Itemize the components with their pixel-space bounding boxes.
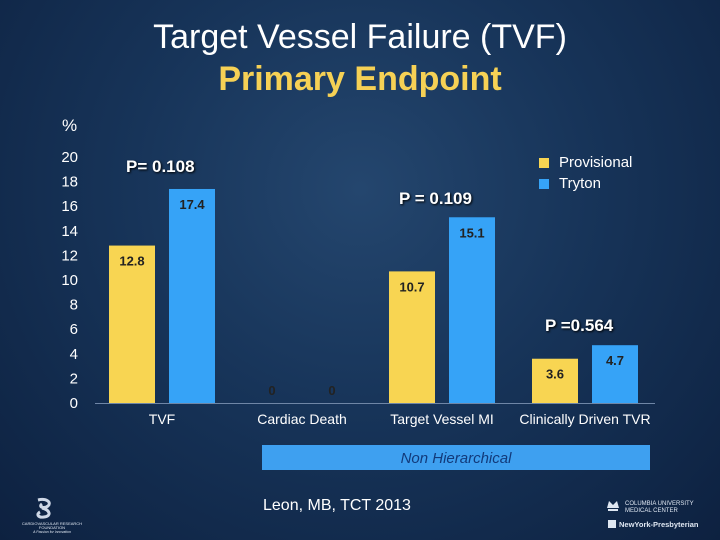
data-label: 0 (268, 383, 275, 398)
data-label: 15.1 (459, 225, 484, 240)
nyp-logo-text: NewYork-Presbyterian (619, 520, 699, 529)
y-tick-label: 2 (70, 370, 78, 387)
y-tick-label: 12 (61, 247, 78, 264)
p-value-tvf: P= 0.108 (126, 157, 195, 176)
legend-label-provisional: Provisional (559, 154, 633, 171)
data-label: 10.7 (399, 279, 424, 294)
y-axis-unit: % (62, 116, 78, 135)
columbia-nyp-logo: COLUMBIA UNIVERSITY MEDICAL CENTER NewYo… (605, 498, 715, 534)
bar-tryton (592, 345, 638, 403)
columbia-logo-line2: MEDICAL CENTER (625, 508, 678, 514)
x-category-label: Clinically Driven TVR (519, 411, 650, 427)
x-category-label: Cardiac Death (257, 411, 347, 427)
x-category-label: TVF (149, 411, 175, 427)
y-tick-label: 18 (61, 174, 78, 191)
crf-logo-line3: A Passion for Innovation (32, 530, 71, 534)
legend-label-tryton: Tryton (559, 175, 601, 192)
y-tick-label: 16 (61, 198, 78, 215)
y-tick-label: 8 (70, 297, 78, 314)
bar-provisional (389, 271, 435, 403)
chart-title: Target Vessel Failure (TVF) (153, 18, 567, 56)
y-tick-label: 20 (61, 149, 78, 166)
y-tick-label: 4 (70, 346, 78, 363)
legend-item-tryton: Tryton (539, 175, 601, 192)
crf-logo-line1: CARDIOVASCULAR RESEARCH (22, 521, 82, 526)
p-value-target-vessel-mi: P = 0.109 (399, 189, 472, 208)
bar-provisional (109, 245, 155, 403)
chart-subtitle: Primary Endpoint (218, 60, 502, 98)
bar-tryton (169, 188, 215, 403)
data-label: 4.7 (606, 353, 624, 368)
bar-tryton (449, 217, 495, 403)
legend-swatch-provisional (539, 157, 549, 168)
y-tick-label: 6 (70, 321, 78, 338)
columbia-nyp-logo-icon: COLUMBIA UNIVERSITY MEDICAL CENTER NewYo… (607, 501, 699, 529)
data-label: 3.6 (546, 367, 564, 382)
y-tick-label: 14 (61, 223, 78, 240)
data-label: 12.8 (119, 254, 144, 269)
bar-provisional (532, 358, 578, 403)
y-tick-label: 0 (70, 395, 78, 412)
legend-item-provisional: Provisional (539, 154, 632, 171)
data-label: 0 (328, 383, 335, 398)
legend-swatch-tryton (539, 178, 549, 189)
non-hierarchical-banner: Non Hierarchical (262, 445, 650, 470)
crf-logo-icon: CARDIOVASCULAR RESEARCH FOUNDATION A Pas… (22, 498, 82, 534)
y-tick-label: 10 (61, 272, 78, 289)
citation: Leon, MB, TCT 2013 (263, 497, 411, 514)
p-value-clinically-driven-tvr: P =0.564 (545, 316, 614, 335)
crf-logo-line2: FOUNDATION (39, 525, 65, 530)
crf-logo: CARDIOVASCULAR RESEARCH FOUNDATION A Pas… (12, 496, 92, 534)
columbia-logo-line1: COLUMBIA UNIVERSITY (625, 501, 694, 507)
data-label: 17.4 (179, 197, 205, 212)
x-category-label: Target Vessel MI (390, 411, 494, 427)
